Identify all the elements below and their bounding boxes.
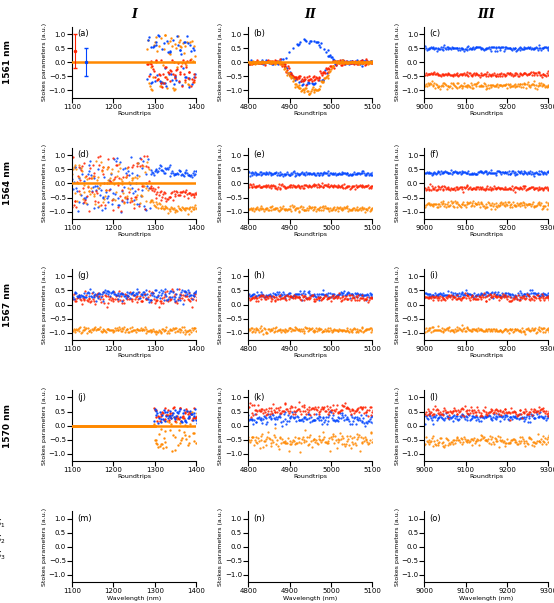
- Text: (f): (f): [429, 150, 439, 159]
- X-axis label: Roundtrips: Roundtrips: [117, 232, 151, 237]
- Y-axis label: Stokes parameters (a.u.): Stokes parameters (a.u.): [218, 144, 223, 223]
- Text: III: III: [478, 8, 495, 21]
- Y-axis label: Stokes parameters (a.u.): Stokes parameters (a.u.): [42, 508, 47, 586]
- Y-axis label: Stokes parameters (a.u.): Stokes parameters (a.u.): [42, 265, 47, 344]
- Legend: $S_1$, $S_2$, $S_3$: $S_1$, $S_2$, $S_3$: [0, 514, 9, 565]
- Text: (l): (l): [429, 393, 438, 402]
- X-axis label: Roundtrips: Roundtrips: [117, 353, 151, 358]
- Text: (m): (m): [77, 514, 91, 523]
- Text: (a): (a): [77, 30, 89, 38]
- X-axis label: Roundtrips: Roundtrips: [469, 232, 504, 237]
- Y-axis label: Stokes parameters (a.u.): Stokes parameters (a.u.): [218, 508, 223, 586]
- Text: (n): (n): [253, 514, 265, 523]
- X-axis label: Roundtrips: Roundtrips: [117, 111, 151, 116]
- Text: (e): (e): [253, 150, 265, 159]
- Text: (b): (b): [253, 30, 265, 38]
- Y-axis label: Stokes parameters (a.u.): Stokes parameters (a.u.): [394, 508, 399, 586]
- Y-axis label: Stokes parameters (a.u.): Stokes parameters (a.u.): [394, 387, 399, 465]
- Text: II: II: [304, 8, 316, 21]
- Text: 1564 nm: 1564 nm: [3, 162, 12, 206]
- X-axis label: Wavelength (nm): Wavelength (nm): [283, 596, 337, 601]
- X-axis label: Wavelength (nm): Wavelength (nm): [459, 596, 514, 601]
- X-axis label: Roundtrips: Roundtrips: [469, 475, 504, 479]
- Y-axis label: Stokes parameters (a.u.): Stokes parameters (a.u.): [394, 144, 399, 223]
- X-axis label: Roundtrips: Roundtrips: [293, 353, 327, 358]
- Y-axis label: Stokes parameters (a.u.): Stokes parameters (a.u.): [42, 144, 47, 223]
- Text: (g): (g): [77, 271, 89, 280]
- X-axis label: Roundtrips: Roundtrips: [293, 475, 327, 479]
- Text: 1570 nm: 1570 nm: [3, 403, 12, 447]
- Text: 1567 nm: 1567 nm: [3, 282, 12, 327]
- Text: (c): (c): [429, 30, 440, 38]
- X-axis label: Roundtrips: Roundtrips: [469, 353, 504, 358]
- Text: (j): (j): [77, 393, 86, 402]
- X-axis label: Roundtrips: Roundtrips: [469, 111, 504, 116]
- Y-axis label: Stokes parameters (a.u.): Stokes parameters (a.u.): [42, 24, 47, 101]
- X-axis label: Wavelength (nm): Wavelength (nm): [107, 596, 161, 601]
- Y-axis label: Stokes parameters (a.u.): Stokes parameters (a.u.): [218, 387, 223, 465]
- Text: (k): (k): [253, 393, 265, 402]
- Y-axis label: Stokes parameters (a.u.): Stokes parameters (a.u.): [218, 265, 223, 344]
- Y-axis label: Stokes parameters (a.u.): Stokes parameters (a.u.): [394, 24, 399, 101]
- Text: (d): (d): [77, 150, 89, 159]
- X-axis label: Roundtrips: Roundtrips: [293, 232, 327, 237]
- Text: (h): (h): [253, 271, 265, 280]
- Text: I: I: [131, 8, 137, 21]
- X-axis label: Roundtrips: Roundtrips: [117, 475, 151, 479]
- Y-axis label: Stokes parameters (a.u.): Stokes parameters (a.u.): [394, 265, 399, 344]
- Y-axis label: Stokes parameters (a.u.): Stokes parameters (a.u.): [42, 387, 47, 465]
- Text: (o): (o): [429, 514, 441, 523]
- X-axis label: Roundtrips: Roundtrips: [293, 111, 327, 116]
- Y-axis label: Stokes parameters (a.u.): Stokes parameters (a.u.): [218, 24, 223, 101]
- Text: 1561 nm: 1561 nm: [3, 40, 12, 84]
- Text: (i): (i): [429, 271, 438, 280]
